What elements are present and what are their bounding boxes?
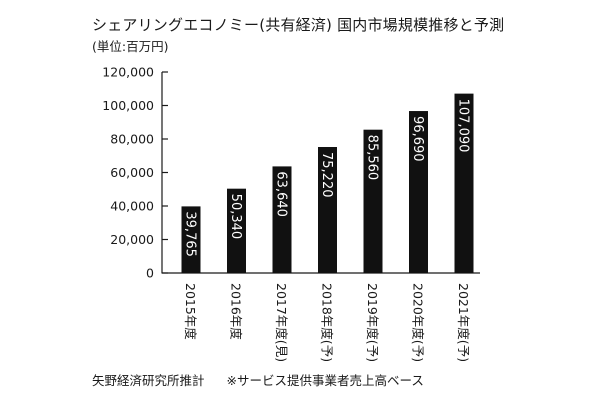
bar (363, 129, 383, 273)
bar-value-label: 85,560 (365, 135, 380, 181)
x-tick-label: 2018年度(予) (320, 283, 335, 362)
y-tick-label: 40,000 (110, 199, 154, 214)
source-note: 矢野経済研究所推計 (92, 373, 205, 388)
bar-value-label: 107,090 (456, 99, 471, 153)
x-tick-label: 2015年度 (183, 283, 198, 340)
bar-value-label: 50,340 (228, 194, 243, 240)
y-tick-label: 80,000 (110, 132, 154, 147)
x-tick-label: 2020年度(予) (411, 283, 426, 362)
bar (454, 93, 474, 273)
x-tick-label: 2021年度(予) (456, 283, 471, 362)
bar-value-label: 63,640 (274, 171, 289, 217)
bar-value-label: 39,765 (183, 211, 198, 256)
y-tick-label: 100,000 (102, 98, 154, 113)
bar (227, 188, 246, 273)
bar-value-label: 96,690 (410, 116, 425, 162)
x-tick-label: 2019年度(予) (365, 283, 380, 362)
bar-series: 39,765 50,340 63,640 75,220 85,560 96,690 107,… (181, 93, 474, 273)
bar (181, 206, 201, 273)
chart-title: シェアリングエコノミー(共有経済) 国内市場規模推移と予測 (92, 16, 505, 34)
y-tick-label: 20,000 (110, 232, 154, 247)
x-axis-labels: 2015年度 2016年度 2017年度(見) 2018年度(予) 2019年度(予) 2… (183, 283, 471, 362)
y-tick-label: 120,000 (102, 65, 154, 80)
bar (318, 147, 337, 273)
basis-note: ※サービス提供事業者売上高ベース (226, 373, 424, 388)
y-tick-label: 0 (146, 266, 154, 281)
y-tick-label: 60,000 (110, 165, 154, 180)
x-tick-label: 2016年度 (229, 283, 244, 340)
bar (272, 166, 292, 273)
unit-label: (単位:百万円) (92, 39, 169, 54)
x-tick-label: 2017年度(見) (274, 283, 289, 362)
chart-footer: 矢野経済研究所推計 ※サービス提供事業者売上高ベース (92, 370, 424, 389)
bar (409, 111, 428, 273)
bar-value-label: 75,220 (319, 152, 334, 198)
